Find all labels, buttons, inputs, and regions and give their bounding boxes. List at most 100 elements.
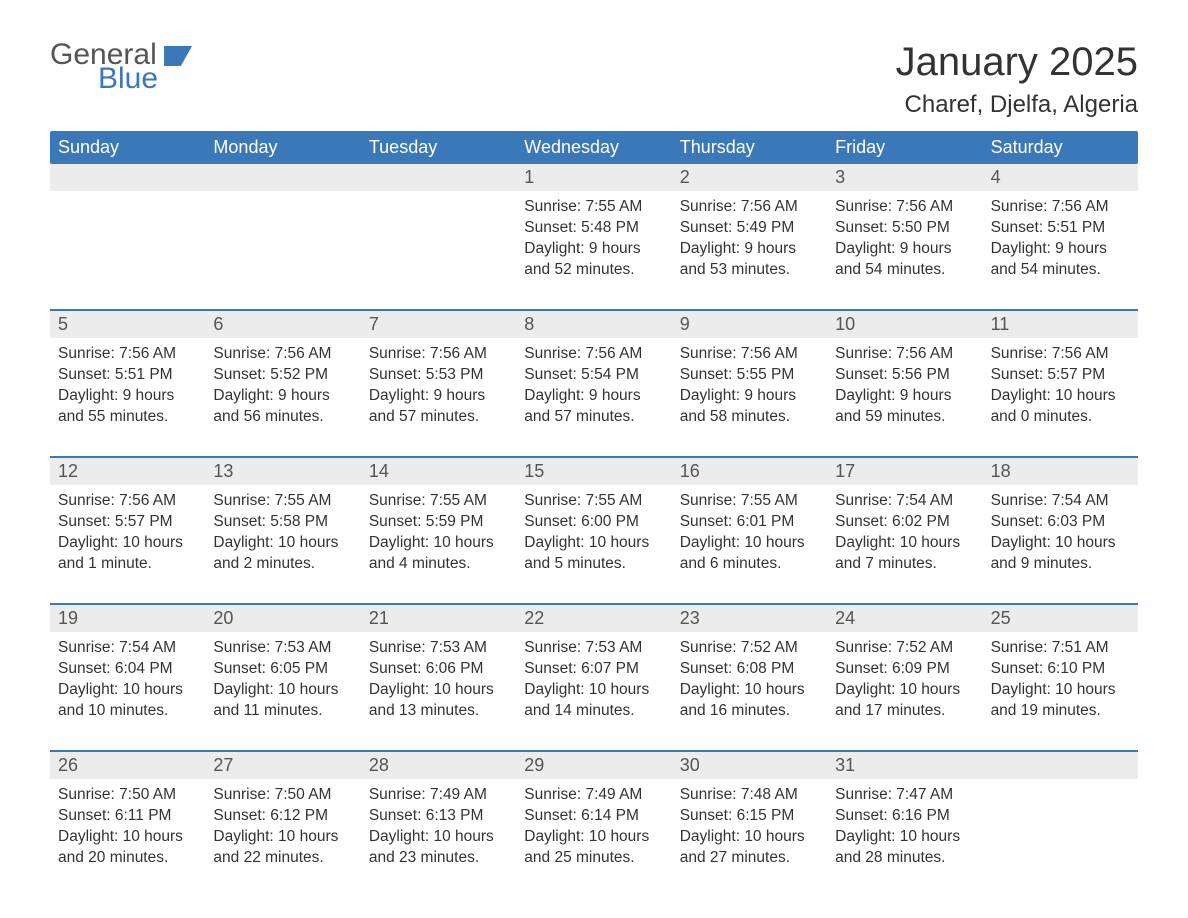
day-number xyxy=(205,164,360,191)
location: Charef, Djelfa, Algeria xyxy=(896,91,1138,119)
day-number: 20 xyxy=(205,605,360,632)
logo: General Blue xyxy=(50,40,192,94)
day-number: 14 xyxy=(361,458,516,485)
day-cell: Sunrise: 7:49 AMSunset: 6:14 PMDaylight:… xyxy=(516,779,671,879)
daylight-text: Daylight: 10 hours xyxy=(835,533,974,554)
daylight-text: and 2 minutes. xyxy=(213,554,352,575)
day-cell: Sunrise: 7:49 AMSunset: 6:13 PMDaylight:… xyxy=(361,779,516,879)
sunrise-text: Sunrise: 7:55 AM xyxy=(680,491,819,512)
sunrise-text: Sunrise: 7:56 AM xyxy=(991,197,1130,218)
day-cell: Sunrise: 7:53 AMSunset: 6:06 PMDaylight:… xyxy=(361,632,516,732)
sunset-text: Sunset: 6:16 PM xyxy=(835,806,974,827)
sunset-text: Sunset: 6:09 PM xyxy=(835,659,974,680)
day-number: 4 xyxy=(983,164,1138,191)
sunset-text: Sunset: 5:57 PM xyxy=(991,365,1130,386)
day-number-row: 262728293031 xyxy=(50,752,1138,779)
weeks-container: 1234Sunrise: 7:55 AMSunset: 5:48 PMDayli… xyxy=(50,164,1138,879)
sunrise-text: Sunrise: 7:50 AM xyxy=(213,785,352,806)
daylight-text: and 14 minutes. xyxy=(524,701,663,722)
day-number: 9 xyxy=(672,311,827,338)
day-number: 28 xyxy=(361,752,516,779)
day-number: 6 xyxy=(205,311,360,338)
sunset-text: Sunset: 5:51 PM xyxy=(58,365,197,386)
daylight-text: Daylight: 9 hours xyxy=(58,386,197,407)
weekday-header: Saturday xyxy=(983,131,1138,164)
day-cell: Sunrise: 7:47 AMSunset: 6:16 PMDaylight:… xyxy=(827,779,982,879)
sunset-text: Sunset: 5:48 PM xyxy=(524,218,663,239)
sunset-text: Sunset: 5:49 PM xyxy=(680,218,819,239)
day-number: 27 xyxy=(205,752,360,779)
day-number xyxy=(361,164,516,191)
daylight-text: Daylight: 10 hours xyxy=(213,827,352,848)
sunrise-text: Sunrise: 7:54 AM xyxy=(835,491,974,512)
day-cell: Sunrise: 7:52 AMSunset: 6:09 PMDaylight:… xyxy=(827,632,982,732)
daylight-text: Daylight: 9 hours xyxy=(991,239,1130,260)
sunset-text: Sunset: 5:54 PM xyxy=(524,365,663,386)
daylight-text: and 57 minutes. xyxy=(524,407,663,428)
sunrise-text: Sunrise: 7:56 AM xyxy=(369,344,508,365)
logo-word2: Blue xyxy=(98,64,158,94)
sunset-text: Sunset: 6:04 PM xyxy=(58,659,197,680)
daylight-text: Daylight: 10 hours xyxy=(369,827,508,848)
daylight-text: and 9 minutes. xyxy=(991,554,1130,575)
day-cell: Sunrise: 7:56 AMSunset: 5:49 PMDaylight:… xyxy=(672,191,827,291)
daylight-text: and 11 minutes. xyxy=(213,701,352,722)
sunrise-text: Sunrise: 7:56 AM xyxy=(680,197,819,218)
sunrise-text: Sunrise: 7:49 AM xyxy=(369,785,508,806)
day-number: 8 xyxy=(516,311,671,338)
daylight-text: and 58 minutes. xyxy=(680,407,819,428)
day-number: 22 xyxy=(516,605,671,632)
daylight-text: Daylight: 10 hours xyxy=(58,533,197,554)
daylight-text: and 57 minutes. xyxy=(369,407,508,428)
sunset-text: Sunset: 6:05 PM xyxy=(213,659,352,680)
sunrise-text: Sunrise: 7:56 AM xyxy=(213,344,352,365)
day-number: 16 xyxy=(672,458,827,485)
week-row: 567891011 Sunrise: 7:56 AM Sunset: 5:51 PM… xyxy=(50,309,1138,438)
daylight-text: and 59 minutes. xyxy=(835,407,974,428)
daylight-text: and 53 minutes. xyxy=(680,260,819,281)
daylight-text: Daylight: 9 hours xyxy=(680,239,819,260)
sunset-text: Sunset: 6:03 PM xyxy=(991,512,1130,533)
daylight-text: Daylight: 10 hours xyxy=(524,680,663,701)
weekday-header: Friday xyxy=(827,131,982,164)
day-cell xyxy=(50,191,205,291)
sunrise-text: Sunrise: 7:49 AM xyxy=(524,785,663,806)
sunset-text: Sunset: 6:07 PM xyxy=(524,659,663,680)
day-number-row: 12131415161718 xyxy=(50,458,1138,485)
weekday-header: Monday xyxy=(205,131,360,164)
day-number: 1 xyxy=(516,164,671,191)
day-number-row: 567891011 xyxy=(50,311,1138,338)
sunrise-text: Sunrise: 7:47 AM xyxy=(835,785,974,806)
day-cell: Sunrise: 7:54 AMSunset: 6:03 PMDaylight:… xyxy=(983,485,1138,585)
day-number: 12 xyxy=(50,458,205,485)
daylight-text: Daylight: 9 hours xyxy=(835,386,974,407)
day-cell xyxy=(361,191,516,291)
daylight-text: Daylight: 9 hours xyxy=(369,386,508,407)
daylight-text: and 13 minutes. xyxy=(369,701,508,722)
sunset-text: Sunset: 6:10 PM xyxy=(991,659,1130,680)
day-number: 7 xyxy=(361,311,516,338)
daylight-text: Daylight: 9 hours xyxy=(680,386,819,407)
sunrise-text: Sunrise: 7:53 AM xyxy=(524,638,663,659)
weekday-header: Wednesday xyxy=(516,131,671,164)
daylight-text: and 6 minutes. xyxy=(680,554,819,575)
day-cell: Sunrise: 7:55 AMSunset: 6:01 PMDaylight:… xyxy=(672,485,827,585)
sunset-text: Sunset: 6:02 PM xyxy=(835,512,974,533)
day-number: 18 xyxy=(983,458,1138,485)
daylight-text: Daylight: 10 hours xyxy=(213,533,352,554)
daylight-text: Daylight: 10 hours xyxy=(369,533,508,554)
daylight-text: Daylight: 10 hours xyxy=(58,680,197,701)
day-cell: Sunrise: 7:51 AMSunset: 6:10 PMDaylight:… xyxy=(983,632,1138,732)
day-cell: Sunrise: 7:50 AMSunset: 6:11 PMDaylight:… xyxy=(50,779,205,879)
day-cell: Sunrise: 7:48 AMSunset: 6:15 PMDaylight:… xyxy=(672,779,827,879)
day-number: 13 xyxy=(205,458,360,485)
daylight-text: and 54 minutes. xyxy=(835,260,974,281)
day-number: 31 xyxy=(827,752,982,779)
day-cell: Sunrise: 7:56 AMSunset: 5:55 PMDaylight:… xyxy=(672,338,827,438)
daylight-text: and 0 minutes. xyxy=(991,407,1130,428)
day-number: 24 xyxy=(827,605,982,632)
day-cell: Sunrise: 7:55 AMSunset: 5:59 PMDaylight:… xyxy=(361,485,516,585)
day-number: 29 xyxy=(516,752,671,779)
header: General Blue January 2025 Charef, Djelfa… xyxy=(50,40,1138,119)
daylight-text: Daylight: 10 hours xyxy=(58,827,197,848)
